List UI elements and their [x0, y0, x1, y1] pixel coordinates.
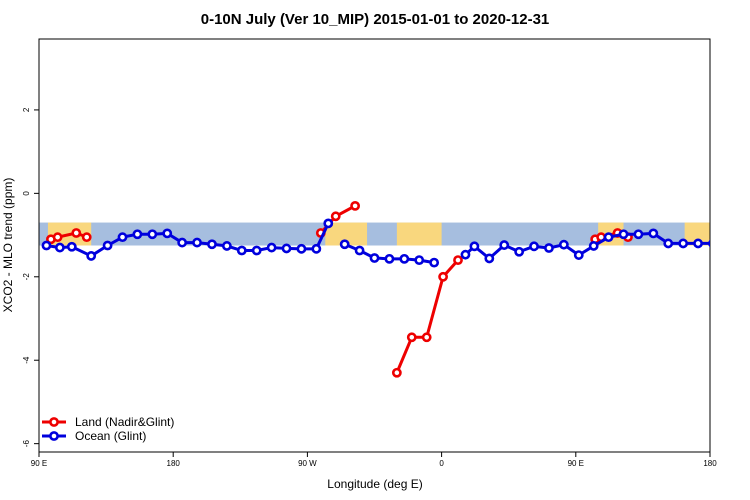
ocean-point [177, 237, 188, 248]
y-tick-label-2: -2 [22, 273, 31, 281]
ocean-point [311, 243, 322, 254]
y-axis-label: XCO2 - MLO trend (ppm) [1, 178, 15, 313]
ocean-point [132, 229, 143, 240]
legend-label-0: Land (Nadir&Glint) [75, 415, 174, 429]
land-point [421, 332, 432, 343]
ocean-point [54, 242, 65, 253]
chart-title: 0-10N July (Ver 10_MIP) 2015-01-01 to 20… [201, 11, 550, 28]
map-band [39, 222, 710, 246]
ocean-point [529, 241, 539, 252]
ocean-point [281, 243, 292, 254]
land-point [406, 332, 417, 343]
ocean-point [369, 253, 380, 263]
land-line-2 [395, 259, 460, 374]
ocean-point [708, 239, 710, 248]
y-axis: 2 0 -2 -4 -6 [22, 107, 39, 447]
ocean-point [354, 245, 365, 256]
ocean-point [192, 237, 202, 248]
ocean-point [484, 253, 495, 264]
ocean-point [663, 238, 674, 249]
y-tick-label-1: 0 [22, 191, 31, 196]
ocean-point [41, 240, 52, 251]
y-tick-label-3: -4 [22, 356, 31, 364]
x-tick-label-5: 180 [703, 459, 717, 468]
x-tick-label-3: 0 [439, 459, 444, 468]
land-point [391, 367, 402, 378]
x-axis-label: Longitude (deg E) [327, 477, 422, 491]
ocean-point [544, 243, 554, 253]
ocean-point [460, 249, 471, 260]
ocean-point [339, 239, 350, 250]
ocean-point [469, 241, 480, 252]
ocean-point [236, 245, 247, 256]
ocean-point [102, 240, 113, 251]
x-tick-label-2: 90 W [298, 459, 317, 468]
ocean-point [296, 243, 307, 254]
y-tick-label-4: -6 [22, 440, 31, 448]
land-point [52, 232, 63, 243]
ocean-point [399, 253, 410, 264]
ocean-point [207, 239, 217, 250]
ocean-point [66, 241, 77, 252]
ocean-point [678, 238, 689, 249]
ocean-point [323, 218, 334, 229]
ocean-point [588, 241, 599, 251]
land-point [330, 211, 341, 222]
ocean-point [384, 253, 395, 264]
ocean-point [499, 240, 510, 250]
ocean-point [603, 232, 614, 243]
ocean-point [266, 242, 277, 253]
ocean-point [86, 251, 97, 261]
legend-label-1: Ocean (Glint) [75, 429, 146, 443]
ocean-point [147, 229, 158, 240]
ocean-point [414, 255, 425, 266]
ocean-point [573, 250, 584, 260]
ocean-point [221, 241, 232, 251]
ocean-band [39, 222, 710, 246]
land-point [81, 232, 92, 243]
legend: Land (Nadir&Glint)Ocean (Glint) [42, 415, 174, 443]
x-axis: 90 E 180 90 W 0 90 E 180 [31, 452, 717, 468]
ocean-point [618, 229, 629, 240]
legend-marker-0 [49, 417, 59, 427]
land-point [350, 200, 361, 211]
land-band-2 [396, 222, 442, 246]
ocean-point [117, 232, 128, 243]
x-tick-label-4: 90 E [568, 459, 584, 468]
land-point [453, 255, 463, 266]
ocean-point [514, 246, 525, 257]
ocean-point [633, 229, 644, 240]
ocean-point [693, 238, 703, 249]
x-tick-label-1: 180 [167, 459, 181, 468]
land-band-1 [325, 222, 368, 246]
legend-marker-1 [49, 431, 59, 441]
land-point [71, 228, 82, 238]
y-tick-label-0: 2 [22, 107, 31, 112]
ocean-point [648, 228, 659, 239]
ocean-point [558, 239, 569, 250]
ocean-point [162, 228, 173, 239]
land-band-4 [684, 222, 710, 246]
ocean-point [429, 257, 440, 268]
series-layer [41, 200, 710, 378]
ocean-point [251, 245, 262, 256]
x-tick-label-0: 90 E [31, 459, 47, 468]
land-point [438, 271, 448, 282]
